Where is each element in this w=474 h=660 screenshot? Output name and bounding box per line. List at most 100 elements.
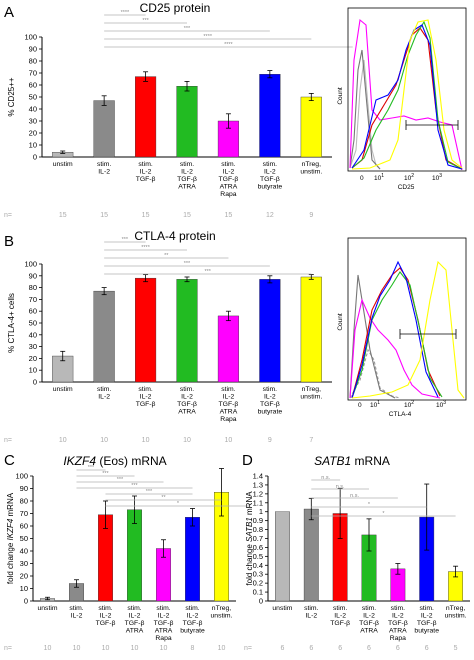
- panel-title-c: IKZF4 (Eos) mRNA: [63, 454, 166, 468]
- category-label: stim. IL-2 TGF-β butyrate: [414, 605, 439, 635]
- significance-label: ***: [131, 483, 138, 489]
- y-tick-label: 50: [29, 93, 37, 102]
- y-tick-label: 0.5: [253, 552, 263, 561]
- y-tick-label: 90: [20, 484, 28, 493]
- histogram-a-frame: [347, 7, 467, 172]
- y-tick-label: 30: [29, 117, 37, 126]
- y-tick-label: 40: [20, 547, 28, 556]
- n-value: 10: [131, 645, 139, 652]
- category-label: stim. IL-2 TGF-β butyrate: [180, 605, 205, 635]
- bar: [176, 279, 198, 383]
- y-tick-label: 30: [20, 559, 28, 568]
- y-tick-label: 0.8: [253, 525, 263, 534]
- significance-label: ****: [203, 34, 212, 40]
- category-label: stim. IL-2: [69, 605, 83, 620]
- y-tick-label: 1.4: [253, 472, 263, 481]
- y-tick-label: 10: [29, 141, 37, 150]
- n-value: 12: [266, 212, 274, 219]
- significance-label: ***: [184, 261, 191, 267]
- y-tick-label: 80: [29, 283, 37, 292]
- histogram-a-xlabel: CD25: [398, 184, 415, 191]
- chart-d: 00.10.20.30.40.50.60.70.80.911.11.21.31.…: [245, 472, 470, 652]
- y-tick-label: 60: [20, 522, 28, 531]
- category-label: stim. IL-2 TGF-β ATRA: [125, 605, 145, 635]
- y-tick-label: 0: [33, 378, 37, 387]
- category-label: stim. IL-2 TGF-β: [330, 605, 350, 627]
- category-label: stim. IL-2 TGF-β ATRA: [359, 605, 379, 635]
- y-tick-label: 40: [29, 105, 37, 114]
- y-tick-label: 80: [20, 497, 28, 506]
- n-value: 15: [100, 212, 108, 219]
- y-axis-label: fold change SATB1 mRNA: [245, 491, 254, 586]
- histogram-b-gate: [399, 329, 457, 339]
- histogram-a-curve-ntreg: [351, 19, 463, 170]
- category-label: stim. IL-2 TGF-β butyrate: [258, 386, 283, 416]
- n-value: 6: [367, 645, 371, 652]
- significance-label: *: [368, 502, 371, 508]
- significance-label: *: [177, 501, 180, 507]
- bar: [275, 511, 290, 602]
- histogram-a-tick: 103: [432, 173, 442, 182]
- y-tick-label: 1.3: [253, 480, 263, 489]
- significance-label: ****: [121, 10, 130, 16]
- n-label-a: n=: [4, 212, 12, 219]
- panel-letter-b: B: [4, 233, 14, 250]
- significance-label: ***: [117, 477, 124, 483]
- histogram-b-curve-butyrate: [351, 260, 439, 399]
- histogram-a-ticks: 0 101 102 103: [360, 173, 442, 182]
- histogram-b-curve-ntreg: [351, 260, 465, 399]
- histogram-b-curve-atra: [351, 271, 443, 399]
- n-label-d: n=: [244, 645, 252, 652]
- category-label: stim. IL-2: [304, 605, 318, 620]
- significance-label: **: [161, 495, 166, 501]
- bar: [300, 96, 322, 158]
- histogram-a-curve-atra: [351, 20, 463, 170]
- histogram-b-curve-unstim: [349, 348, 401, 399]
- n-value: 10: [73, 645, 81, 652]
- n-value: 10: [218, 645, 226, 652]
- category-label: stim. IL-2 TGF-β: [136, 386, 156, 408]
- y-tick-label: 20: [20, 572, 28, 581]
- n-value: 10: [142, 437, 150, 444]
- significance-label: **: [164, 253, 169, 259]
- y-axis-label: % CTLA-4+ cells: [7, 293, 16, 353]
- y-tick-label: 100: [15, 472, 28, 481]
- significance-label: ***: [102, 471, 109, 477]
- significance-label: *: [382, 511, 385, 517]
- significance-label: ***: [146, 489, 153, 495]
- category-label: stim. IL-2: [97, 161, 111, 176]
- histogram-b-tick: 102: [404, 400, 414, 409]
- category-label: stim. IL-2 TGF-β: [96, 605, 116, 627]
- category-label: unstim: [37, 605, 57, 612]
- y-tick-label: 0.4: [253, 561, 263, 570]
- panel-letter-c: C: [4, 452, 15, 469]
- y-tick-label: 90: [29, 271, 37, 280]
- histogram-b-curve-rapa: [349, 298, 441, 399]
- y-tick-label: 10: [20, 584, 28, 593]
- bar: [135, 76, 157, 158]
- panel-letter-d: D: [242, 452, 253, 469]
- significance-label: ***: [88, 465, 95, 471]
- y-tick-label: 50: [29, 319, 37, 328]
- panel-title-a: CD25 protein: [140, 1, 211, 15]
- significance-label: ****: [224, 42, 233, 48]
- panel-title-b: CTLA-4 protein: [134, 229, 215, 243]
- y-tick-label: 40: [29, 330, 37, 339]
- y-tick-label: 0.6: [253, 543, 263, 552]
- category-label: nTreg, unstim.: [300, 161, 322, 176]
- bar: [93, 100, 115, 158]
- y-tick-label: 60: [29, 81, 37, 90]
- y-tick-label: 1.2: [253, 489, 263, 498]
- y-tick-label: 90: [29, 45, 37, 54]
- bar: [93, 290, 115, 383]
- n-value: 6: [338, 645, 342, 652]
- bar: [176, 85, 198, 158]
- significance-label: ***: [184, 26, 191, 32]
- n-value: 6: [425, 645, 429, 652]
- y-tick-label: 0.3: [253, 570, 263, 579]
- histogram-b-tick: 103: [436, 400, 446, 409]
- n-value: 10: [44, 645, 52, 652]
- bar: [185, 517, 200, 602]
- histogram-a-count-label: Count: [337, 87, 344, 105]
- y-tick-label: 0.9: [253, 516, 263, 525]
